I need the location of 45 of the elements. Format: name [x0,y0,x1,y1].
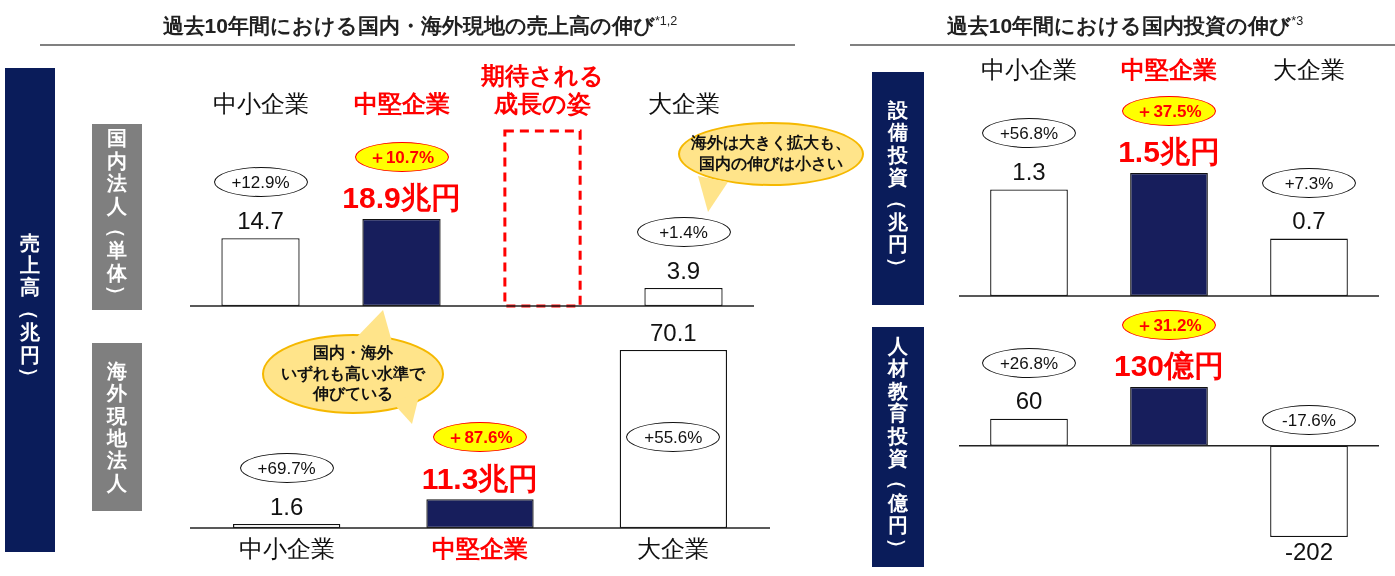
x-tick-label: 中堅企業 [353,89,450,117]
x-tick-label: 中小企業 [981,55,1077,83]
label-box: 人材教育投資（億円） [872,327,924,567]
label-box: 海外現地法人 [92,343,142,511]
text: +26.8% [999,353,1059,374]
annotation: 国内・海外いずれも高い水準で伸びている [281,342,425,405]
x-tick-label: 中堅企業 [1121,55,1217,83]
data-label: 18.9兆円 [342,181,461,215]
data-label: 1.6 [269,492,304,520]
label-box: 国内法人（単体） [92,124,142,310]
annotation: +12.9% [231,173,290,194]
data-label: 130億円 [1113,349,1225,383]
x-tick-label: 期待される成長の姿 [480,61,604,117]
annotation: ＋87.6% [447,428,513,449]
data-label: -202 [1284,537,1334,565]
text: ＋31.2% [1136,316,1202,336]
x-tick-label: 中小企業 [212,89,309,117]
annotation: +7.3% [1284,173,1334,194]
data-label: 1.5兆円 [1118,135,1220,169]
data-label: 1.3 [1012,158,1046,186]
label-box: 売上高（兆円） [5,68,55,552]
data-label: 14.7 [237,206,284,234]
x-tick-label: 大企業 [1273,55,1345,83]
y-axis-title: 設備投資（兆円） [886,98,910,278]
data-label: 3.9 [666,256,701,284]
x-tick-label: 大企業 [647,89,720,117]
data-label: 11.3兆円 [421,461,539,495]
annotation: +1.4% [659,223,708,244]
annotation: -17.6% [1282,410,1336,431]
annotation: +69.7% [257,458,316,479]
annotation: +55.6% [644,428,703,448]
x-tick-label: 中小企業 [238,534,335,562]
text: +56.8% [999,124,1059,145]
x-tick-label: 大企業 [637,534,710,562]
x-tick-label: 中堅企業 [432,534,528,562]
data-label: 60 [1015,387,1043,415]
annotation: 海外は大きく拡大も、国内の伸びは小さい [691,133,851,174]
data-label: 0.7 [1292,207,1326,235]
label-box: 設備投資（兆円） [872,72,924,305]
y-axis-title: 売上高（兆円） [18,231,42,389]
chart-title: 過去10年間における国内・海外現地の売上高の伸び$^{*1,2}$ [162,13,678,39]
data-label: 70.1 [649,318,697,346]
chart-title: 過去10年間における国内投資の伸び$^{*3}$ [946,13,1304,39]
text: ＋37.5% [1136,102,1202,122]
annotation: ＋10.7% [368,147,435,168]
